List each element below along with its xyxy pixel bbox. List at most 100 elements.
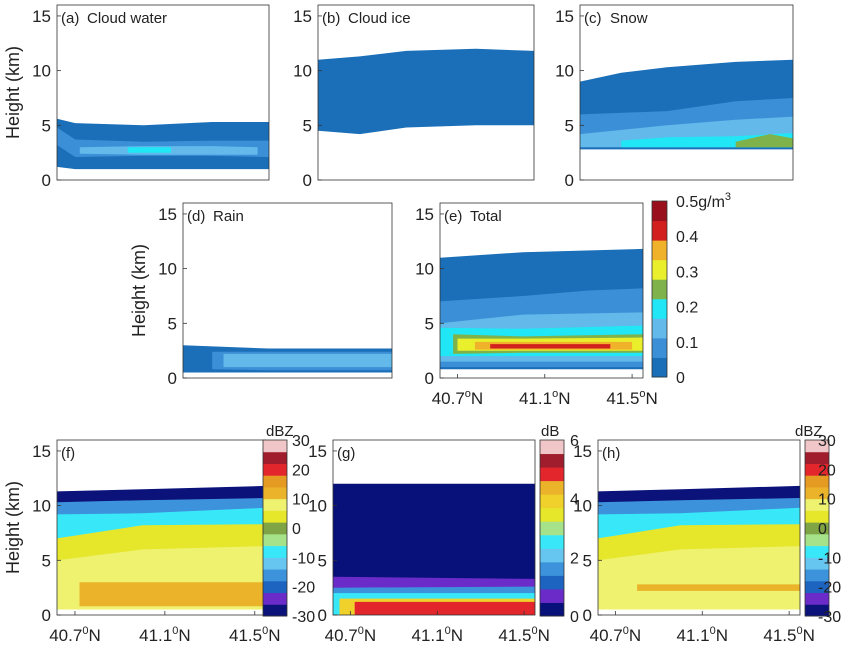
panel-label: (d): [187, 208, 205, 225]
y-tick-label: 0: [168, 369, 177, 388]
colorbar-swatch: [263, 545, 287, 558]
y-tick-label: 5: [168, 314, 177, 333]
colorbar-tick-label: -30: [818, 609, 841, 626]
y-tick-label: 0: [425, 369, 434, 388]
y-tick-label: 0: [565, 171, 574, 190]
colorbar-tick-label: 0.3: [676, 264, 698, 281]
colorbar-tick-label: 6: [570, 433, 579, 450]
y-tick-label: 5: [565, 116, 574, 135]
y-tick-label: 0: [303, 171, 312, 190]
colorbar-tick-label: 0.1: [676, 335, 698, 352]
x-tick-label: 40.70N: [325, 625, 377, 645]
colorbar-tick-label: 0: [292, 521, 301, 538]
y-tick-label: 10: [573, 497, 592, 516]
colorbar-swatch: [540, 467, 564, 482]
x-tick-label: 41.10N: [412, 625, 464, 645]
panel-label: (c): [584, 10, 602, 27]
colorbar-tick-label: 0: [570, 609, 579, 626]
axes-frame: [56, 4, 270, 181]
colorbar-swatch: [540, 602, 564, 617]
colorbar-tick-label: 2: [570, 550, 579, 567]
colorbar-swatch: [652, 279, 667, 300]
colorbar-swatch: [805, 486, 829, 500]
colorbar-title: dBZ: [266, 423, 294, 440]
colorbar-swatch: [263, 498, 287, 511]
colorbar-tick-label: 10: [818, 492, 836, 509]
colorbar-swatch: [805, 510, 829, 523]
y-tick-label: 15: [158, 205, 177, 224]
y-axis-label: Height (km): [3, 481, 23, 574]
y-axis-label: Height (km): [3, 46, 23, 139]
colorbar-frame: [539, 439, 565, 617]
x-tick-label: 41.10N: [677, 625, 729, 645]
contour-layer: [223, 353, 392, 368]
colorbar-swatch: [805, 522, 829, 535]
colorbar-swatch: [263, 451, 287, 464]
colorbar-tick-label: -10: [818, 550, 841, 567]
colorbar-tick-label: -30: [292, 609, 315, 626]
y-tick-label: 15: [32, 442, 51, 461]
colorbar-swatch: [540, 561, 564, 576]
colorbar-swatch: [263, 440, 287, 453]
panel-title: Total: [470, 208, 502, 225]
axes-frame: [597, 439, 801, 616]
y-axis-label: Height (km): [129, 244, 149, 337]
colorbar-swatch: [540, 480, 564, 495]
x-tick-label: 41.50N: [229, 625, 280, 645]
colorbar-tick-label: 0: [818, 521, 827, 538]
contour-layer: [127, 147, 171, 153]
colorbar-swatch: [263, 510, 287, 523]
colorbar-tick-label: 0.2: [676, 300, 698, 317]
contour-layer: [735, 134, 793, 148]
panel-title: Snow: [610, 10, 648, 27]
colorbar-swatch: [540, 440, 564, 455]
y-tick-label: 0: [42, 171, 51, 190]
y-tick-label: 5: [303, 116, 312, 135]
colorbar-tick-label: 0: [676, 370, 685, 387]
contour-layer: [598, 546, 800, 610]
colorbar-swatch: [263, 592, 287, 605]
colorbar-swatch: [540, 494, 564, 509]
colorbar-swatch: [540, 588, 564, 603]
y-tick-label: 10: [158, 260, 177, 279]
panel-label: (g): [337, 445, 355, 462]
panel-title: Rain: [213, 208, 244, 225]
contour-layer: [318, 48, 534, 135]
colorbar-swatch: [263, 569, 287, 582]
y-tick-label: 10: [32, 62, 51, 81]
y-tick-label: 15: [293, 7, 312, 26]
panel-label: (e): [444, 208, 462, 225]
y-tick-label: 15: [573, 442, 592, 461]
colorbar-tick-label: 30: [292, 433, 310, 450]
contour-layer: [354, 601, 535, 615]
y-tick-label: 5: [42, 116, 51, 135]
colorbar-tick-label: 20: [292, 462, 310, 479]
y-tick-label: 15: [415, 205, 434, 224]
colorbar-title: dB: [541, 423, 559, 440]
axes-frame: [332, 439, 536, 616]
panel-h: 0 5 10 15 40.70N 41.10N 41.50N (h) -30 -20 -10 0 10 2…: [573, 423, 841, 645]
y-tick-label: 10: [415, 260, 434, 279]
x-tick-label: 41.5oN: [606, 388, 658, 408]
axes-frame: [182, 202, 393, 379]
contour-layer: [490, 344, 611, 349]
colorbar-swatch: [263, 475, 287, 488]
colorbar-swatch: [263, 486, 287, 500]
y-tick-label: 15: [555, 7, 574, 26]
colorbar-swatch: [652, 240, 667, 261]
y-tick-label: 5: [583, 551, 592, 570]
colorbar-swatch: [540, 575, 564, 590]
axes-frame: [317, 4, 535, 181]
y-tick-label: 5: [42, 551, 51, 570]
panel-b: 0 5 10 15 (b) Cloud ice: [293, 4, 535, 190]
panel-title: Cloud water: [87, 10, 167, 27]
colorbar-swatch: [263, 522, 287, 535]
axes-frame: [579, 4, 794, 181]
panel-label: (b): [322, 10, 340, 27]
colorbar: 0 2 4 6 dB: [539, 423, 579, 626]
colorbar-swatch: [540, 521, 564, 536]
x-tick-label: 41.50N: [763, 625, 815, 645]
contour-layer: [637, 584, 800, 591]
colorbar-title: dBZ: [795, 423, 823, 440]
